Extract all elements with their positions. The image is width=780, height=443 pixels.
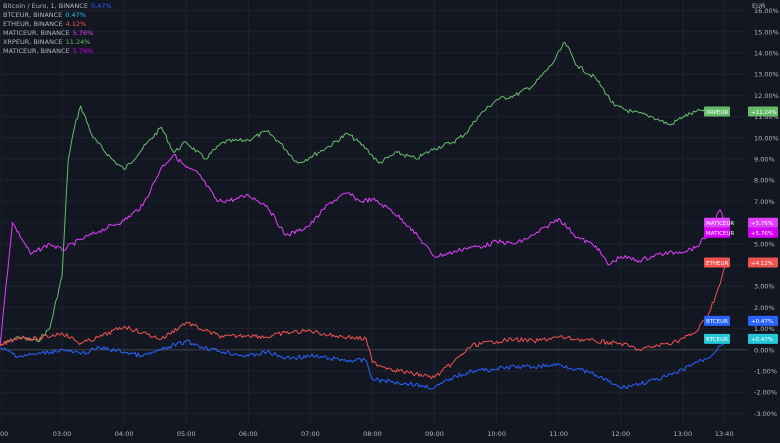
x-tick-label: 10:00 [487,430,506,438]
series-line-btceur[interactable] [0,339,727,390]
x-tick-label: 00 [0,430,8,438]
y-tick-label: 5.00% [754,240,775,248]
y-tick-label: 8.00% [754,177,775,185]
x-tick-label: 08:00 [363,430,382,438]
series-line-etheur[interactable] [0,262,727,380]
legend-row[interactable]: BTCEUR, BINANCE 0.47% [3,11,112,20]
series-tag-label: BTCEUR [706,319,728,325]
y-tick-label: 9.00% [754,156,775,164]
series-tag-box [704,227,730,238]
series-tag-label: BTCEUR [706,337,728,343]
x-tick-label: 04:00 [115,430,134,438]
y-tick-label: 14.00% [754,50,779,58]
series-tag-box [704,217,730,228]
y-tick-label: 2.00% [754,304,775,312]
y-tick-label: -2.00% [754,389,777,397]
x-tick-label: 03:00 [53,430,72,438]
y-tick-label: 0.00% [754,346,775,354]
y-tick-label: 1.00% [754,325,775,333]
series-tag-box [704,106,730,117]
series-tag-label: MATICEUR [706,231,734,237]
x-tick-label: 07:00 [301,430,320,438]
axis-value-label: +4.12% [751,261,773,267]
currency-label: EUR [752,2,766,10]
legend-value: 0.47% [90,2,112,10]
series-tag-label: ETHEUR [706,261,728,267]
y-tick-label: 16.00% [754,7,779,15]
y-tick-label: 11.00% [754,113,779,121]
legend-label: BTCEUR, BINANCE [3,11,63,19]
x-tick-label: 09:00 [425,430,444,438]
legend-value: 5.76% [72,47,94,55]
series-tag-label: XRPEUR [706,110,728,116]
series-tag-box [704,333,730,344]
axis-value-label: +0.47% [751,337,773,343]
series-line-maticeur[interactable] [0,153,727,346]
x-tick-label: 11:00 [549,430,568,438]
legend-label: MATICEUR, BINANCE [3,29,70,37]
series-tag-box [704,315,730,326]
x-tick-label: 12:00 [611,430,630,438]
axis-value-label: +5.76% [751,221,773,227]
legend-row[interactable]: MATICEUR, BINANCE 5.76% [3,47,112,56]
axis-value-label: +11.24% [751,110,777,116]
axis-value-box [748,333,778,344]
legend-label: XRPEUR, BINANCE [3,38,63,46]
series-line-xrpeur[interactable] [0,41,727,347]
y-tick-label: 15.00% [754,28,779,36]
y-tick-label: 10.00% [754,134,779,142]
legend-label: MATICEUR, BINANCE [3,47,70,55]
axis-value-box [748,217,778,228]
legend-row[interactable]: Bitcoin / Euro, 1, BINANCE 0.47% [3,2,112,11]
axis-value-box [748,227,778,238]
legend-value: 4.12% [65,20,87,28]
x-tick-label: 13:00 [673,430,692,438]
x-tick-label: 06:00 [239,430,258,438]
x-tick-label: 13:40 [715,430,734,438]
legend-label: ETHEUR, BINANCE [3,20,63,28]
legend-value: 5.76% [72,29,94,37]
legend-value: 0.47% [65,11,86,19]
y-tick-label: 13.00% [754,71,779,79]
y-tick-label: 12.00% [754,92,779,100]
legend-label: Bitcoin / Euro, 1, BINANCE [3,2,88,10]
axis-value-label: +0.47% [751,319,773,325]
axis-value-box [748,315,778,326]
legend-row[interactable]: ETHEUR, BINANCE 4.12% [3,20,112,29]
series-tag-box [704,257,730,268]
series-tag-label: MATICEUR [706,221,734,227]
y-tick-label: -3.00% [754,410,777,418]
axis-value-label: +5.76% [751,231,773,237]
legend-row[interactable]: MATICEUR, BINANCE 5.76% [3,29,112,38]
x-tick-label: 05:00 [177,430,196,438]
y-tick-label: 3.00% [754,283,775,291]
y-tick-label: 7.00% [754,198,775,206]
legend: Bitcoin / Euro, 1, BINANCE 0.47% BTCEUR, … [3,2,112,56]
y-tick-label: -1.00% [754,368,777,376]
legend-row[interactable]: XRPEUR, BINANCE 11.24% [3,38,112,47]
axis-value-box [748,257,778,268]
axis-value-box [748,106,778,117]
legend-value: 11.24% [65,38,91,46]
